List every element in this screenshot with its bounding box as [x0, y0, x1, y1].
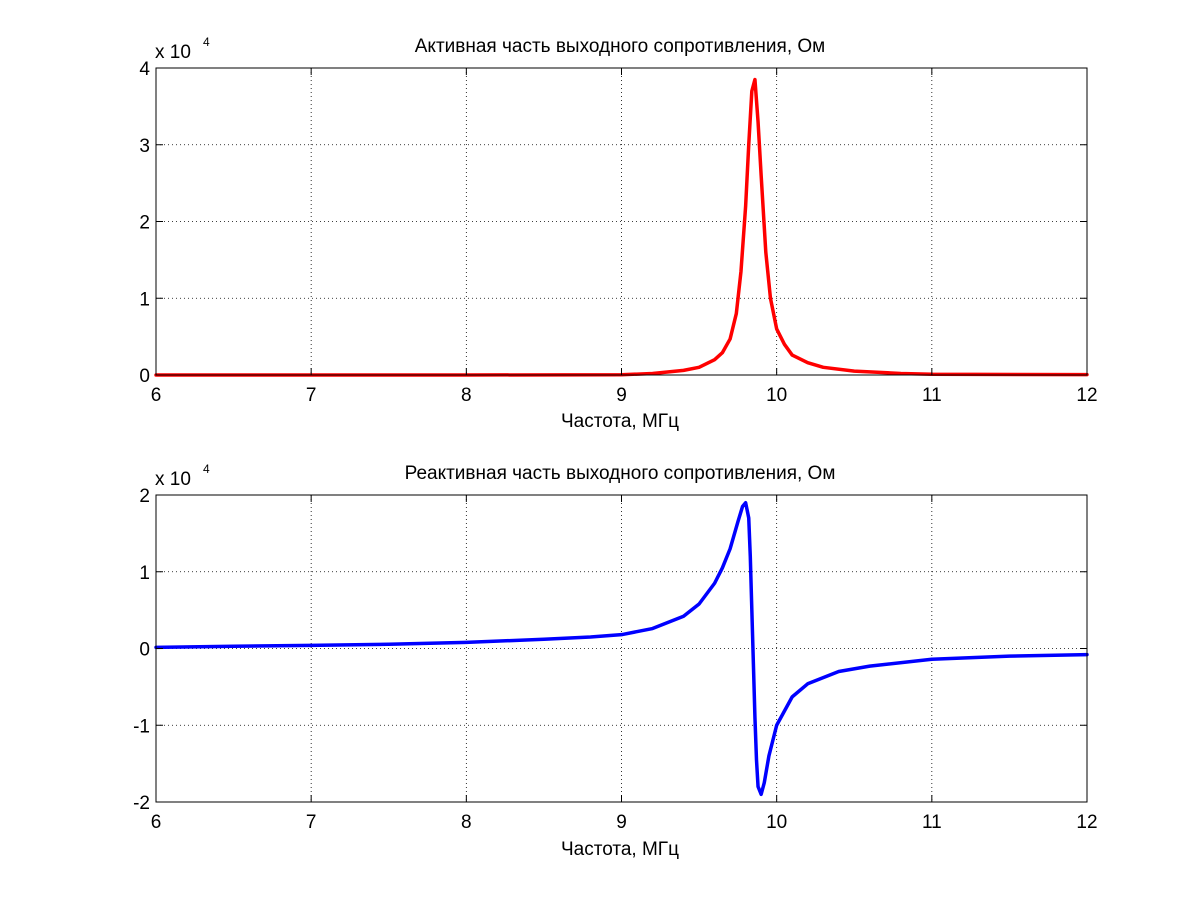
- x-axis-label: Частота, МГц: [561, 839, 679, 860]
- y-tick-label: 0: [139, 640, 150, 661]
- chart-title: Активная часть выходного сопротивления, …: [415, 36, 825, 57]
- y-tick-label: 1: [139, 289, 150, 310]
- y-tick-label: 1: [139, 563, 150, 584]
- series-line: [154, 500, 1089, 797]
- y-multiplier-exponent: 4: [203, 35, 210, 49]
- series-line: [154, 77, 1089, 377]
- series-layer: [154, 500, 1089, 797]
- y-multiplier-exponent: 4: [203, 462, 210, 476]
- y-tick-label: 2: [139, 486, 150, 507]
- x-tick-label: 6: [151, 385, 162, 406]
- y-tick-label: 2: [139, 213, 150, 234]
- x-tick-label: 11: [922, 812, 942, 833]
- chart-title: Реактивная часть выходного сопротивления…: [405, 463, 836, 484]
- x-tick-label: 9: [616, 812, 627, 833]
- y-multiplier-base: x 10: [155, 469, 191, 490]
- x-tick-label: 7: [306, 812, 317, 833]
- x-axis-label: Частота, МГц: [561, 411, 679, 432]
- y-tick-label: -1: [133, 716, 150, 737]
- x-tick-label: 7: [306, 385, 317, 406]
- subplot-reactive-resistance: Реактивная часть выходного сопротивления…: [133, 462, 1097, 860]
- x-tick-label: 11: [922, 385, 942, 406]
- series-layer: [154, 77, 1089, 377]
- y-tick-label: 3: [139, 136, 150, 157]
- x-tick-label: 12: [1076, 812, 1097, 833]
- x-tick-label: 10: [766, 385, 787, 406]
- subplot-active-resistance: Активная часть выходного сопротивления, …: [139, 35, 1097, 432]
- x-tick-label: 6: [151, 812, 162, 833]
- y-multiplier: x 10 4: [155, 462, 210, 490]
- y-multiplier-base: x 10: [155, 42, 191, 63]
- y-tick-label: -2: [133, 793, 150, 814]
- y-multiplier: x 10 4: [155, 35, 210, 63]
- x-tick-label: 12: [1076, 385, 1097, 406]
- y-tick-label: 4: [139, 59, 150, 80]
- x-tick-label: 8: [461, 385, 472, 406]
- y-tick-label: 0: [139, 366, 150, 387]
- x-tick-label: 9: [616, 385, 627, 406]
- x-tick-label: 8: [461, 812, 472, 833]
- x-tick-label: 10: [766, 812, 787, 833]
